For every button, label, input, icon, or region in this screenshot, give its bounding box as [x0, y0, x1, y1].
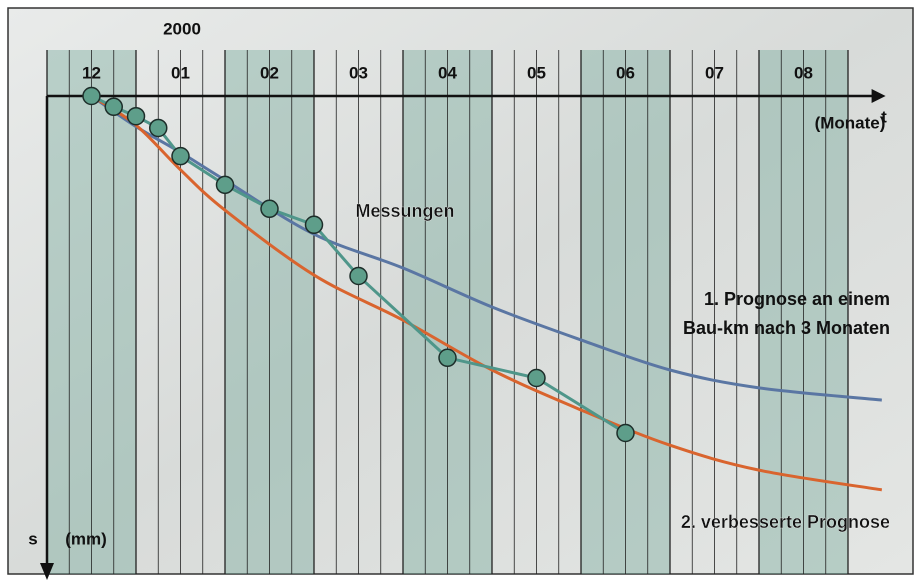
month-label: 02 [260, 63, 279, 82]
measurement-point [439, 349, 456, 366]
measurement-point [350, 268, 367, 285]
x-axis-unit: (Monate) [815, 113, 886, 132]
chart: 2000 t (Monate) s (mm) 12010203040506070… [0, 0, 923, 582]
measurement-point [105, 98, 122, 115]
month-label: 01 [171, 63, 190, 82]
month-label: 04 [438, 63, 457, 82]
measurement-point [83, 88, 100, 105]
year-label: 2000 [163, 19, 201, 38]
measurement-point [306, 216, 323, 233]
month-label: 03 [349, 63, 368, 82]
measurement-point [528, 370, 545, 387]
measurement-point [128, 108, 145, 125]
series-label: 2. verbesserte Prognose [681, 512, 890, 532]
y-axis-label: s [28, 529, 37, 548]
series-label: 1. Prognose an einem [704, 289, 890, 309]
month-label: 12 [82, 63, 101, 82]
month-label: 07 [705, 63, 724, 82]
measurement-point [172, 148, 189, 165]
series-label: Bau-km nach 3 Monaten [683, 318, 890, 338]
month-label: 05 [527, 63, 546, 82]
series-label: Messungen [355, 201, 454, 221]
y-axis-unit: (mm) [65, 529, 107, 548]
month-label: 08 [794, 63, 813, 82]
measurement-point [617, 424, 634, 441]
measurement-point [217, 176, 234, 193]
month-label: 06 [616, 63, 635, 82]
measurement-point [150, 119, 167, 136]
measurement-point [261, 200, 278, 217]
